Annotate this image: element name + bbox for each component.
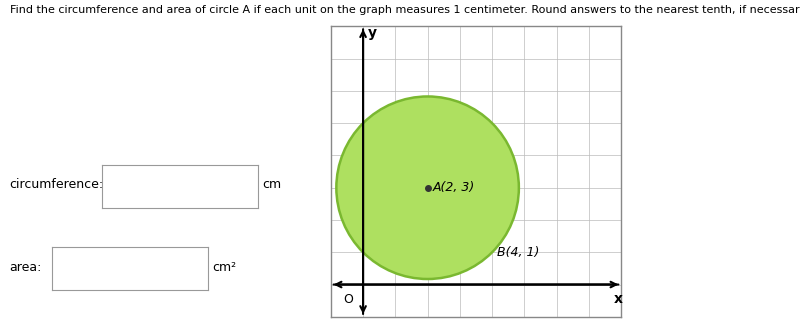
- Text: cm²: cm²: [212, 261, 236, 274]
- Text: O: O: [344, 293, 354, 306]
- Text: Find the circumference and area of circle A if each unit on the graph measures 1: Find the circumference and area of circl…: [10, 5, 800, 15]
- Text: x: x: [614, 292, 622, 306]
- Text: y: y: [368, 26, 378, 40]
- Circle shape: [336, 96, 519, 279]
- Text: A(2, 3): A(2, 3): [433, 181, 474, 194]
- Text: circumference:: circumference:: [10, 178, 104, 191]
- Text: cm: cm: [262, 178, 282, 191]
- Text: B(4, 1): B(4, 1): [497, 246, 539, 259]
- Text: area:: area:: [10, 261, 42, 274]
